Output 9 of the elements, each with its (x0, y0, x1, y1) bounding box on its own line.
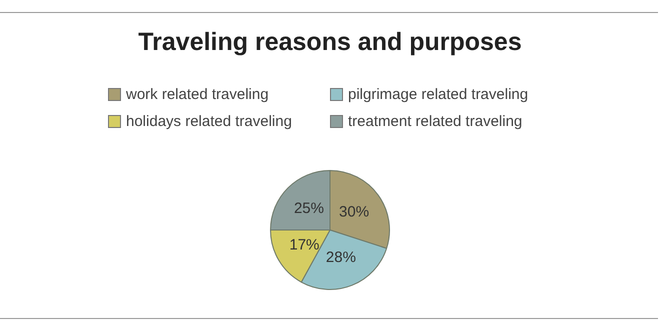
data-label: 17% (289, 236, 320, 254)
chart-title: Traveling reasons and purposes (137, 28, 523, 57)
legend-label: treatment related traveling (348, 113, 522, 130)
legend-label: work related traveling (126, 86, 269, 103)
data-label: 25% (294, 200, 324, 218)
data-label: 28% (326, 248, 356, 266)
legend-label: holidays related traveling (126, 113, 292, 130)
legend-label: pilgrimage related traveling (348, 86, 528, 103)
data-label: 30% (339, 204, 370, 221)
